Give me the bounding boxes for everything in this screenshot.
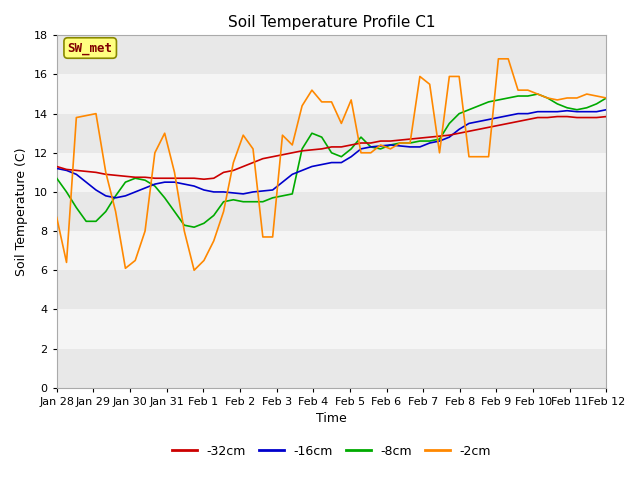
Y-axis label: Soil Temperature (C): Soil Temperature (C) (15, 147, 28, 276)
Bar (57, 348, 606, 388)
X-axis label: Time: Time (316, 412, 347, 425)
Legend: -32cm, -16cm, -8cm, -2cm: -32cm, -16cm, -8cm, -2cm (167, 440, 496, 463)
Bar (57, 36, 606, 74)
Bar (57, 74, 606, 114)
Bar (57, 270, 606, 310)
Title: Soil Temperature Profile C1: Soil Temperature Profile C1 (228, 15, 435, 30)
Bar (57, 231, 606, 270)
Bar (57, 310, 606, 348)
Bar (57, 153, 606, 192)
Text: SW_met: SW_met (68, 41, 113, 55)
Bar (57, 114, 606, 153)
Bar (57, 192, 606, 231)
